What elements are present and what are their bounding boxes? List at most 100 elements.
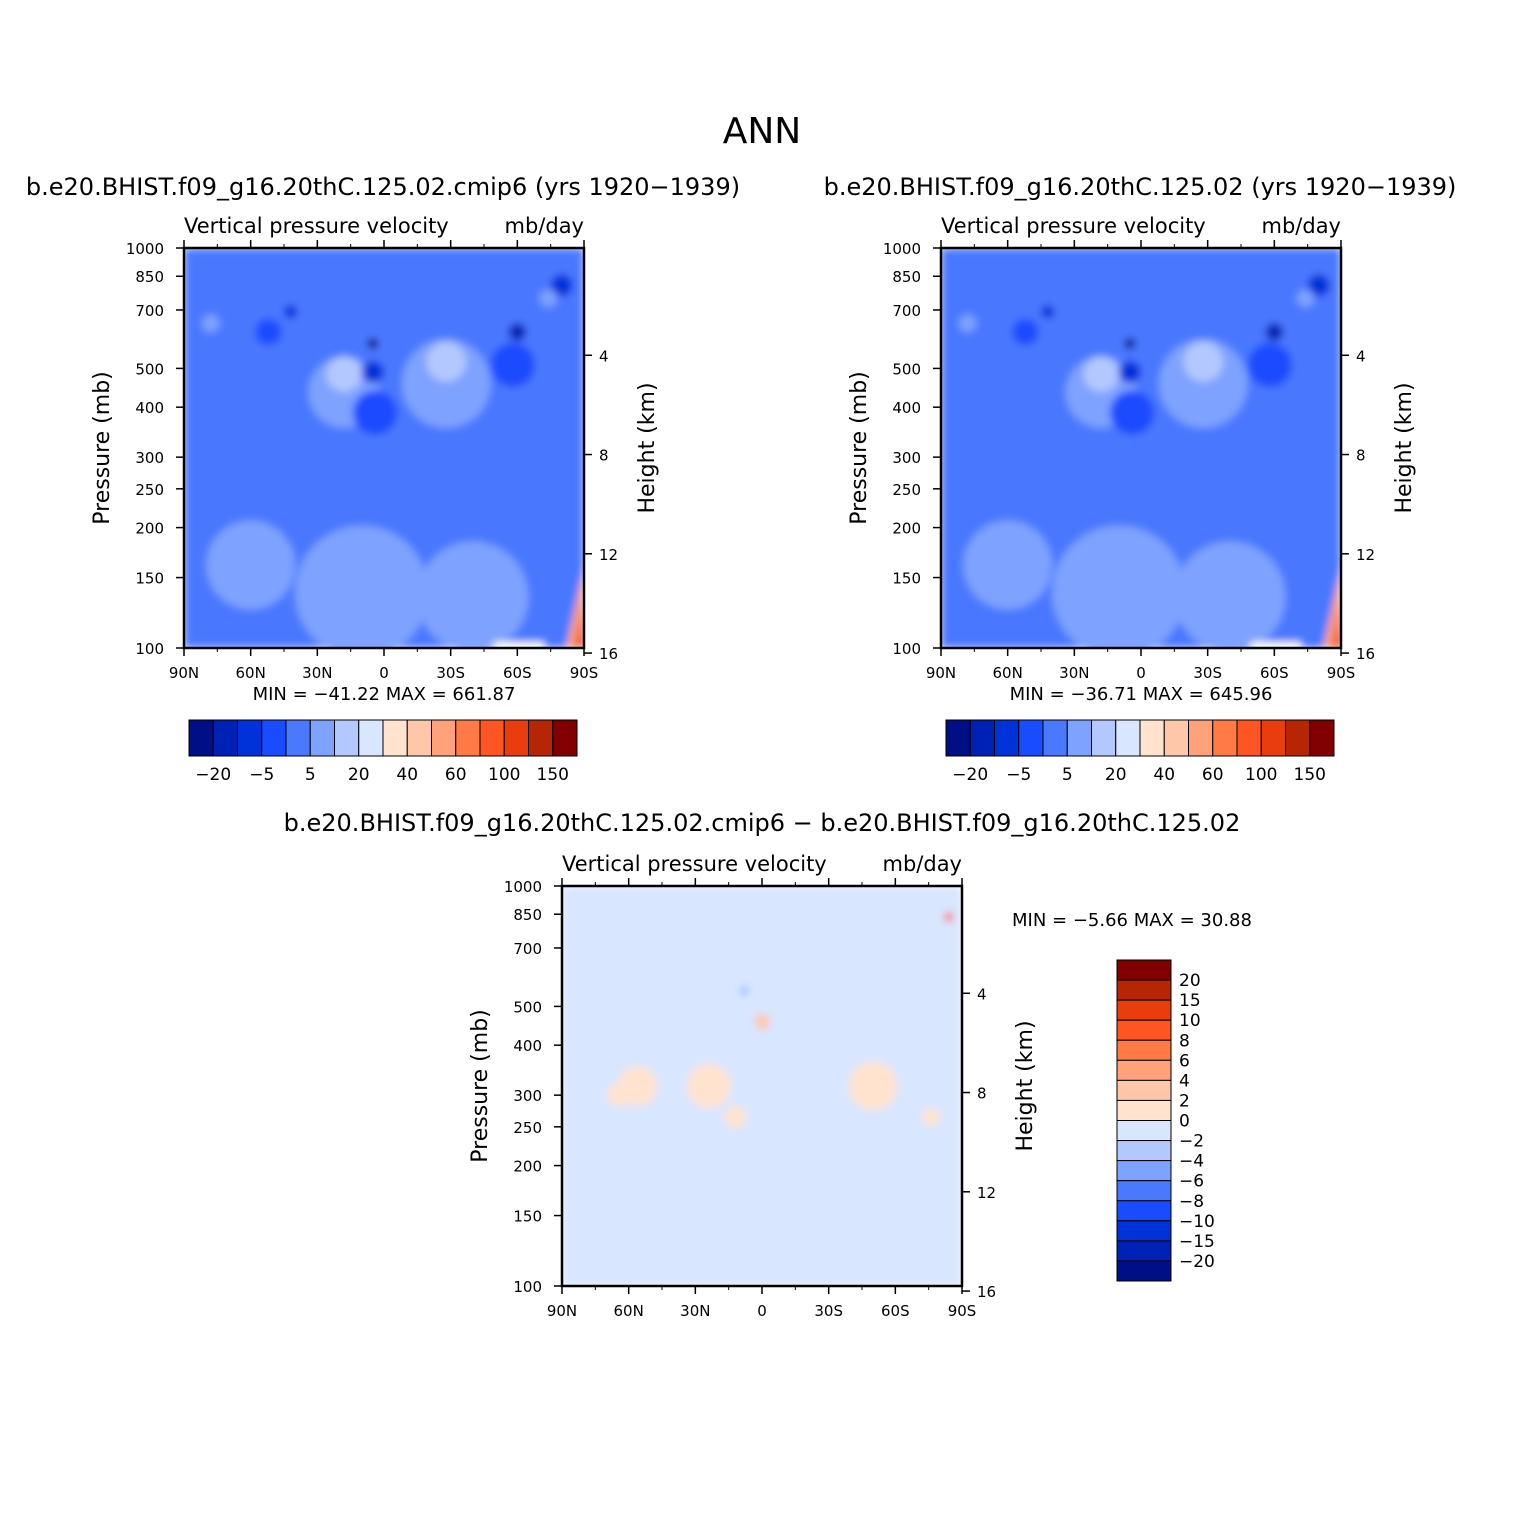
colorbar-swatch — [334, 719, 360, 757]
y-right-tick-label: 12 — [599, 546, 618, 564]
x-tick-label: 60S — [503, 664, 532, 682]
colorbar-swatch — [1163, 719, 1189, 757]
colorbar-swatch — [261, 719, 287, 757]
colorbar-label: 40 — [396, 765, 418, 785]
x-tick-label: 30N — [302, 664, 332, 682]
colorbar-label: 15 — [1179, 991, 1201, 1011]
colorbar-label: −10 — [1179, 1212, 1215, 1232]
colorbar-label: 10 — [1179, 1011, 1201, 1031]
colorbar-swatch — [1116, 1079, 1172, 1101]
colorbar-label: −15 — [1179, 1232, 1215, 1252]
colorbar-swatch — [455, 719, 481, 757]
colorbar-swatch — [1116, 1140, 1172, 1162]
chart-panel-1: b.e20.BHIST.f09_g16.20thC.125.02.cmip6 (… — [26, 173, 740, 785]
y-tick-label: 200 — [135, 520, 164, 538]
colorbar-label: −4 — [1179, 1152, 1204, 1172]
x-tick-label: 60N — [614, 1302, 644, 1320]
y-tick-label: 150 — [135, 570, 164, 588]
colorbar-swatch — [1116, 1160, 1172, 1182]
colorbar-swatch — [1116, 1059, 1172, 1081]
y-tick-label: 100 — [892, 640, 921, 658]
x-tick-label: 30N — [1059, 664, 1089, 682]
variable-label: Vertical pressure velocity — [941, 214, 1206, 238]
y-tick-label: 200 — [892, 520, 921, 538]
y-tick-label: 300 — [892, 449, 921, 467]
colorbar-swatch — [285, 719, 311, 757]
y-tick-label: 700 — [513, 940, 542, 958]
colorbar-swatch — [552, 719, 578, 757]
colorbar-label: 100 — [488, 765, 520, 785]
y-tick-label: 100 — [513, 1278, 542, 1296]
colorbar-swatch — [1188, 719, 1214, 757]
colorbar-label: 150 — [1294, 765, 1326, 785]
colorbar-swatch — [1116, 1260, 1172, 1282]
colorbar-swatch — [1116, 1220, 1172, 1242]
colorbar-swatch — [188, 719, 214, 757]
colorbar-label: −8 — [1179, 1192, 1204, 1212]
colorbar-label: 0 — [1179, 1112, 1190, 1132]
y-tick-label: 500 — [135, 360, 164, 378]
colorbar-swatch — [237, 719, 263, 757]
x-tick-label: 60N — [236, 664, 266, 682]
chart-panel-3: b.e20.BHIST.f09_g16.20thC.125.02.cmip6 −… — [284, 809, 1252, 1320]
colorbar-swatch — [1116, 979, 1172, 1001]
colorbar-swatch — [382, 719, 408, 757]
colorbar-swatch — [969, 719, 995, 757]
contour-field — [941, 248, 1341, 648]
colorbar-swatch — [1116, 1120, 1172, 1142]
y-tick-label: 1000 — [504, 878, 542, 896]
x-tick-label: 90N — [169, 664, 199, 682]
y-tick-label: 700 — [892, 302, 921, 320]
y-tick-label: 200 — [513, 1158, 542, 1176]
y-axis-title: Pressure (mb) — [847, 371, 872, 525]
colorbar-label: 100 — [1245, 765, 1277, 785]
y-tick-label: 1000 — [883, 240, 921, 258]
colorbar-label: −20 — [1179, 1252, 1215, 1272]
panel-title: b.e20.BHIST.f09_g16.20thC.125.02.cmip6 −… — [284, 809, 1241, 837]
y-tick-label: 850 — [135, 268, 164, 286]
colorbar-swatch — [1042, 719, 1068, 757]
x-tick-label: 90S — [948, 1302, 977, 1320]
y-right-tick-label: 4 — [1356, 347, 1366, 365]
y-tick-label: 100 — [135, 640, 164, 658]
colorbar-swatch — [1309, 719, 1335, 757]
colorbar-swatch — [945, 719, 971, 757]
colorbar-label: 4 — [1179, 1071, 1190, 1091]
y-right-axis-title: Height (km) — [1392, 382, 1417, 513]
colorbar-label: 20 — [1105, 765, 1127, 785]
y-tick-label: 250 — [513, 1119, 542, 1137]
colorbar-label: −6 — [1179, 1172, 1204, 1192]
x-tick-label: 90S — [570, 664, 599, 682]
y-right-tick-label: 16 — [599, 645, 618, 663]
colorbar-swatch — [1236, 719, 1262, 757]
y-tick-label: 400 — [513, 1037, 542, 1055]
colorbar-swatch — [1116, 1039, 1172, 1061]
figure-title: ANN — [723, 111, 802, 152]
colorbar-swatch — [1285, 719, 1311, 757]
colorbar-swatch — [1091, 719, 1117, 757]
y-right-tick-label: 16 — [1356, 645, 1375, 663]
x-tick-label: 90S — [1327, 664, 1356, 682]
colorbar-label: 6 — [1179, 1051, 1190, 1071]
colorbar-swatch — [1260, 719, 1286, 757]
y-tick-label: 300 — [513, 1087, 542, 1105]
colorbar-label: 60 — [445, 765, 467, 785]
colorbar-label: 2 — [1179, 1091, 1190, 1111]
contour-field — [184, 248, 584, 648]
colorbar-swatch — [1116, 1180, 1172, 1202]
colorbar-swatch — [1018, 719, 1044, 757]
contour-field — [562, 886, 962, 1286]
y-tick-label: 250 — [135, 481, 164, 499]
y-tick-label: 850 — [892, 268, 921, 286]
panel-title: b.e20.BHIST.f09_g16.20thC.125.02 (yrs 19… — [824, 173, 1457, 201]
colorbar-label: −5 — [249, 765, 274, 785]
y-tick-label: 300 — [135, 449, 164, 467]
y-right-tick-label: 4 — [599, 347, 609, 365]
colorbar-swatch — [431, 719, 457, 757]
x-tick-label: 30N — [680, 1302, 710, 1320]
y-right-tick-label: 12 — [1356, 546, 1375, 564]
colorbar-label: 5 — [305, 765, 316, 785]
colorbar-label: −2 — [1179, 1132, 1204, 1152]
